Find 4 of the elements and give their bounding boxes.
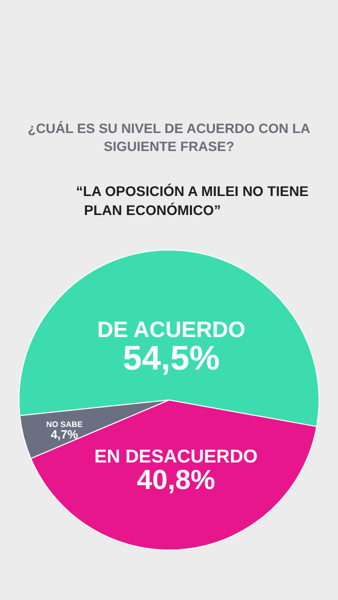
chart-title: ¿CUÁL ES SU NIVEL DE ACUERDO CON LA SIGUIENTE FRASE?	[28, 121, 311, 154]
data-label: 4,7%	[50, 427, 78, 442]
slice-label: NO SABE	[46, 420, 84, 429]
chart-subtitle: “LA OPOSICIÓN A MILEI NO TIENE PLAN ECONÓMICO”	[76, 183, 309, 218]
